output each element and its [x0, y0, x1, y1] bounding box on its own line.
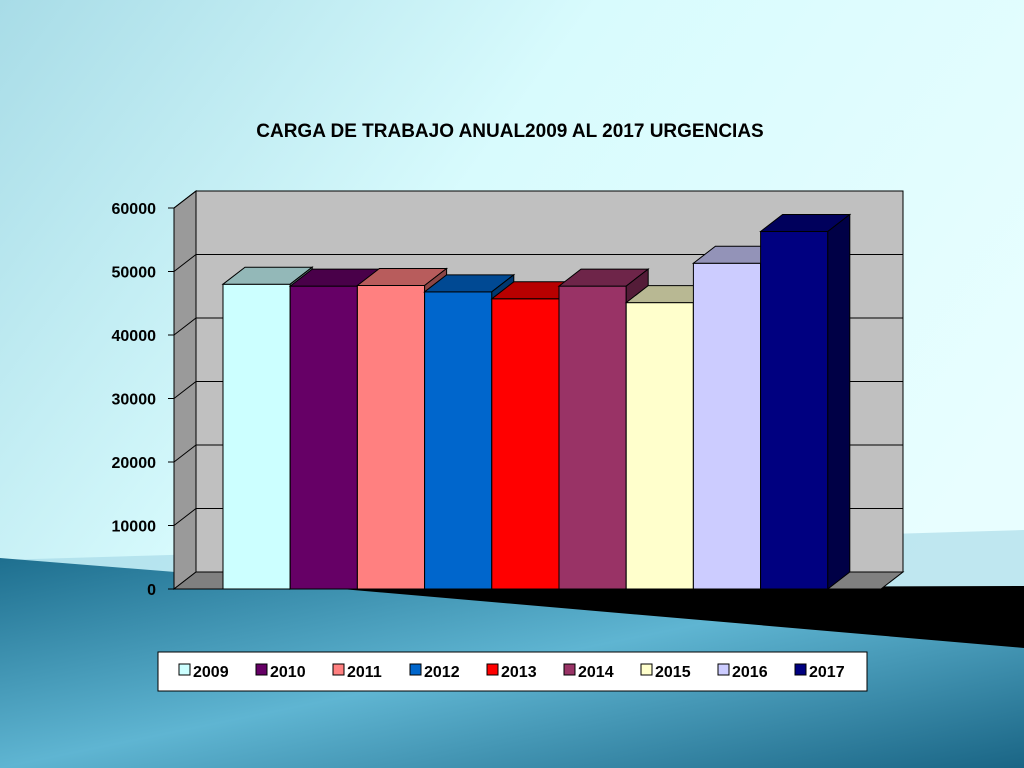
y-tick-label: 10000	[112, 519, 157, 536]
y-tick-label: 40000	[112, 328, 157, 345]
legend-label: 2010	[270, 664, 306, 681]
legend-label: 2017	[809, 664, 845, 681]
bar-front	[625, 302, 694, 590]
legend-swatch	[563, 663, 576, 676]
legend-swatch	[255, 663, 268, 676]
bar-2012	[423, 273, 516, 591]
y-tick-label: 30000	[112, 392, 157, 409]
legend-swatch	[409, 663, 422, 676]
bar-front	[356, 284, 426, 590]
legend-label: 2013	[501, 664, 537, 681]
legend-label: 2009	[193, 664, 229, 681]
legend-label: 2011	[347, 664, 382, 681]
legend-label: 2016	[732, 664, 768, 681]
gridline	[173, 254, 903, 272]
bar-2017	[759, 213, 852, 591]
bar-side	[827, 213, 851, 591]
y-axis: 0 10000 20000 30000 40000 50000 60000	[112, 201, 174, 599]
legend-swatch	[332, 663, 345, 676]
legend-label: 2014	[578, 664, 614, 681]
gridline	[173, 190, 903, 209]
legend-items: 2009 2010 2011 2012 2013 2014 2015 2016 2017	[178, 663, 845, 681]
bar-front	[491, 298, 560, 590]
bar-front	[424, 291, 493, 590]
legend-swatch	[178, 663, 191, 676]
bars	[221, 213, 852, 591]
y-tick-label: 20000	[112, 455, 157, 472]
legend-swatch	[486, 663, 499, 676]
y-tick-label: 50000	[112, 265, 157, 282]
legend-label: 2012	[424, 664, 460, 681]
bar-front	[289, 285, 358, 590]
legend-swatch	[640, 663, 653, 676]
chart-title: CARGA DE TRABAJO ANUAL2009 AL 2017 URGEN…	[256, 121, 763, 142]
bar-front	[760, 230, 829, 590]
bar-front	[692, 262, 762, 590]
y-tick-label: 0	[147, 582, 156, 599]
legend-label: 2015	[655, 664, 691, 681]
legend	[157, 651, 868, 692]
bar-front	[222, 283, 291, 590]
y-tick-label: 60000	[112, 201, 157, 218]
background-dark-band	[330, 586, 1024, 648]
legend-swatch	[794, 663, 807, 676]
bar-front	[558, 285, 627, 590]
legend-swatch	[717, 663, 730, 676]
